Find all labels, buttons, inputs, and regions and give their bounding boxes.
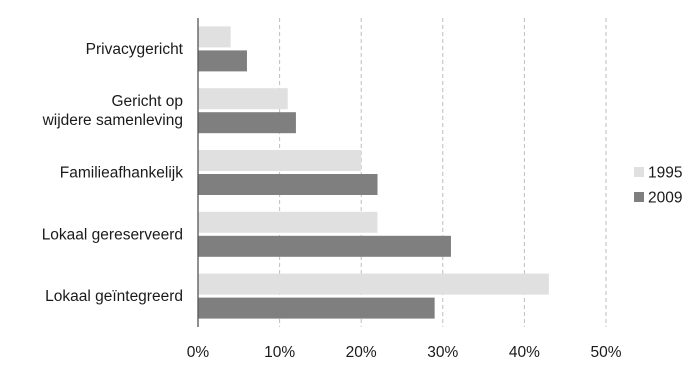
bar-2009-2 [198, 174, 378, 195]
legend-swatch-2009 [634, 192, 644, 202]
category-label: Privacygericht [86, 41, 184, 58]
bar-1995-2 [198, 150, 362, 171]
grid-lines [279, 18, 607, 327]
x-tick-label: 10% [264, 344, 295, 361]
bars [198, 26, 549, 319]
bar-2009-4 [198, 297, 435, 319]
bar-2009-0 [198, 50, 247, 72]
bar-2009-3 [198, 235, 451, 257]
legend-label: 1995 [648, 165, 682, 182]
x-tick-label: 0% [187, 344, 210, 361]
x-tick-label: 20% [346, 344, 377, 361]
legend-label: 2009 [648, 190, 682, 207]
x-tick-label: 30% [427, 344, 458, 361]
category-label: Lokaal geïntegreerd [45, 288, 183, 305]
category-labels: Privacygericht Gericht op wijdere samenlev… [42, 41, 184, 305]
bar-1995-1 [198, 88, 288, 110]
category-label: Lokaal gereserveerd [42, 226, 183, 243]
category-label: Familieafhankelijk [60, 165, 183, 182]
bar-1995-0 [198, 26, 231, 48]
legend-swatch-1995 [634, 167, 644, 177]
legend: 1995 2009 [634, 165, 682, 207]
x-tick-labels: 0% 10% 20% 30% 40% 50% [187, 344, 622, 361]
bar-1995-4 [198, 273, 549, 295]
category-label: Gericht op [111, 93, 183, 110]
category-label: wijdere samenleving [42, 112, 183, 129]
x-tick-label: 40% [509, 344, 540, 361]
bar-2009-1 [198, 112, 296, 134]
bar-1995-3 [198, 211, 378, 233]
x-tick-label: 50% [590, 344, 621, 361]
